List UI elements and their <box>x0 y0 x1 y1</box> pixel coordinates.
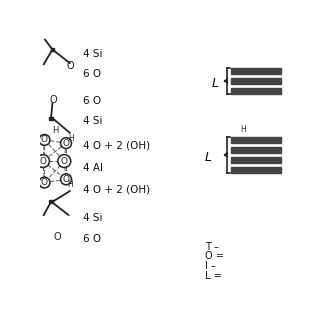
Text: 6 O: 6 O <box>84 96 101 106</box>
Circle shape <box>39 177 50 188</box>
Bar <box>231 166 281 173</box>
Text: O: O <box>41 135 48 144</box>
Circle shape <box>39 134 50 145</box>
Text: L: L <box>205 151 212 164</box>
Bar <box>231 78 281 84</box>
Text: O: O <box>39 156 46 166</box>
Text: 4 Si: 4 Si <box>84 116 103 126</box>
Bar <box>49 200 53 203</box>
Bar <box>51 48 54 51</box>
Bar <box>49 117 53 120</box>
Text: O: O <box>53 232 61 242</box>
Text: O: O <box>61 156 68 166</box>
Text: O =: O = <box>205 252 224 261</box>
Text: L: L <box>211 77 218 91</box>
Text: 4 Al: 4 Al <box>84 163 103 173</box>
Text: 4 O + 2 (OH): 4 O + 2 (OH) <box>84 185 150 195</box>
Text: H: H <box>68 134 74 143</box>
Text: L =: L = <box>205 271 222 281</box>
Text: 6 O: 6 O <box>84 69 101 79</box>
Text: O: O <box>50 95 58 106</box>
Text: O: O <box>67 60 74 70</box>
Text: T –: T – <box>205 242 219 252</box>
Bar <box>231 137 281 143</box>
Text: H: H <box>68 180 73 189</box>
Text: O: O <box>62 139 69 148</box>
Bar <box>231 147 281 153</box>
Text: 4 Si: 4 Si <box>84 213 103 223</box>
Text: H: H <box>52 126 58 135</box>
Bar <box>231 157 281 163</box>
Bar <box>231 68 281 74</box>
Circle shape <box>60 138 71 148</box>
Circle shape <box>60 174 71 185</box>
Bar <box>231 88 281 94</box>
Text: O: O <box>62 175 69 184</box>
Text: 6 O: 6 O <box>84 234 101 244</box>
Text: 4 O + 2 (OH): 4 O + 2 (OH) <box>84 140 150 151</box>
Circle shape <box>36 155 49 167</box>
Text: H: H <box>241 125 246 134</box>
Text: 4 Si: 4 Si <box>84 49 103 60</box>
Text: O: O <box>41 178 48 187</box>
Text: I –: I – <box>205 261 216 271</box>
Circle shape <box>58 155 71 167</box>
